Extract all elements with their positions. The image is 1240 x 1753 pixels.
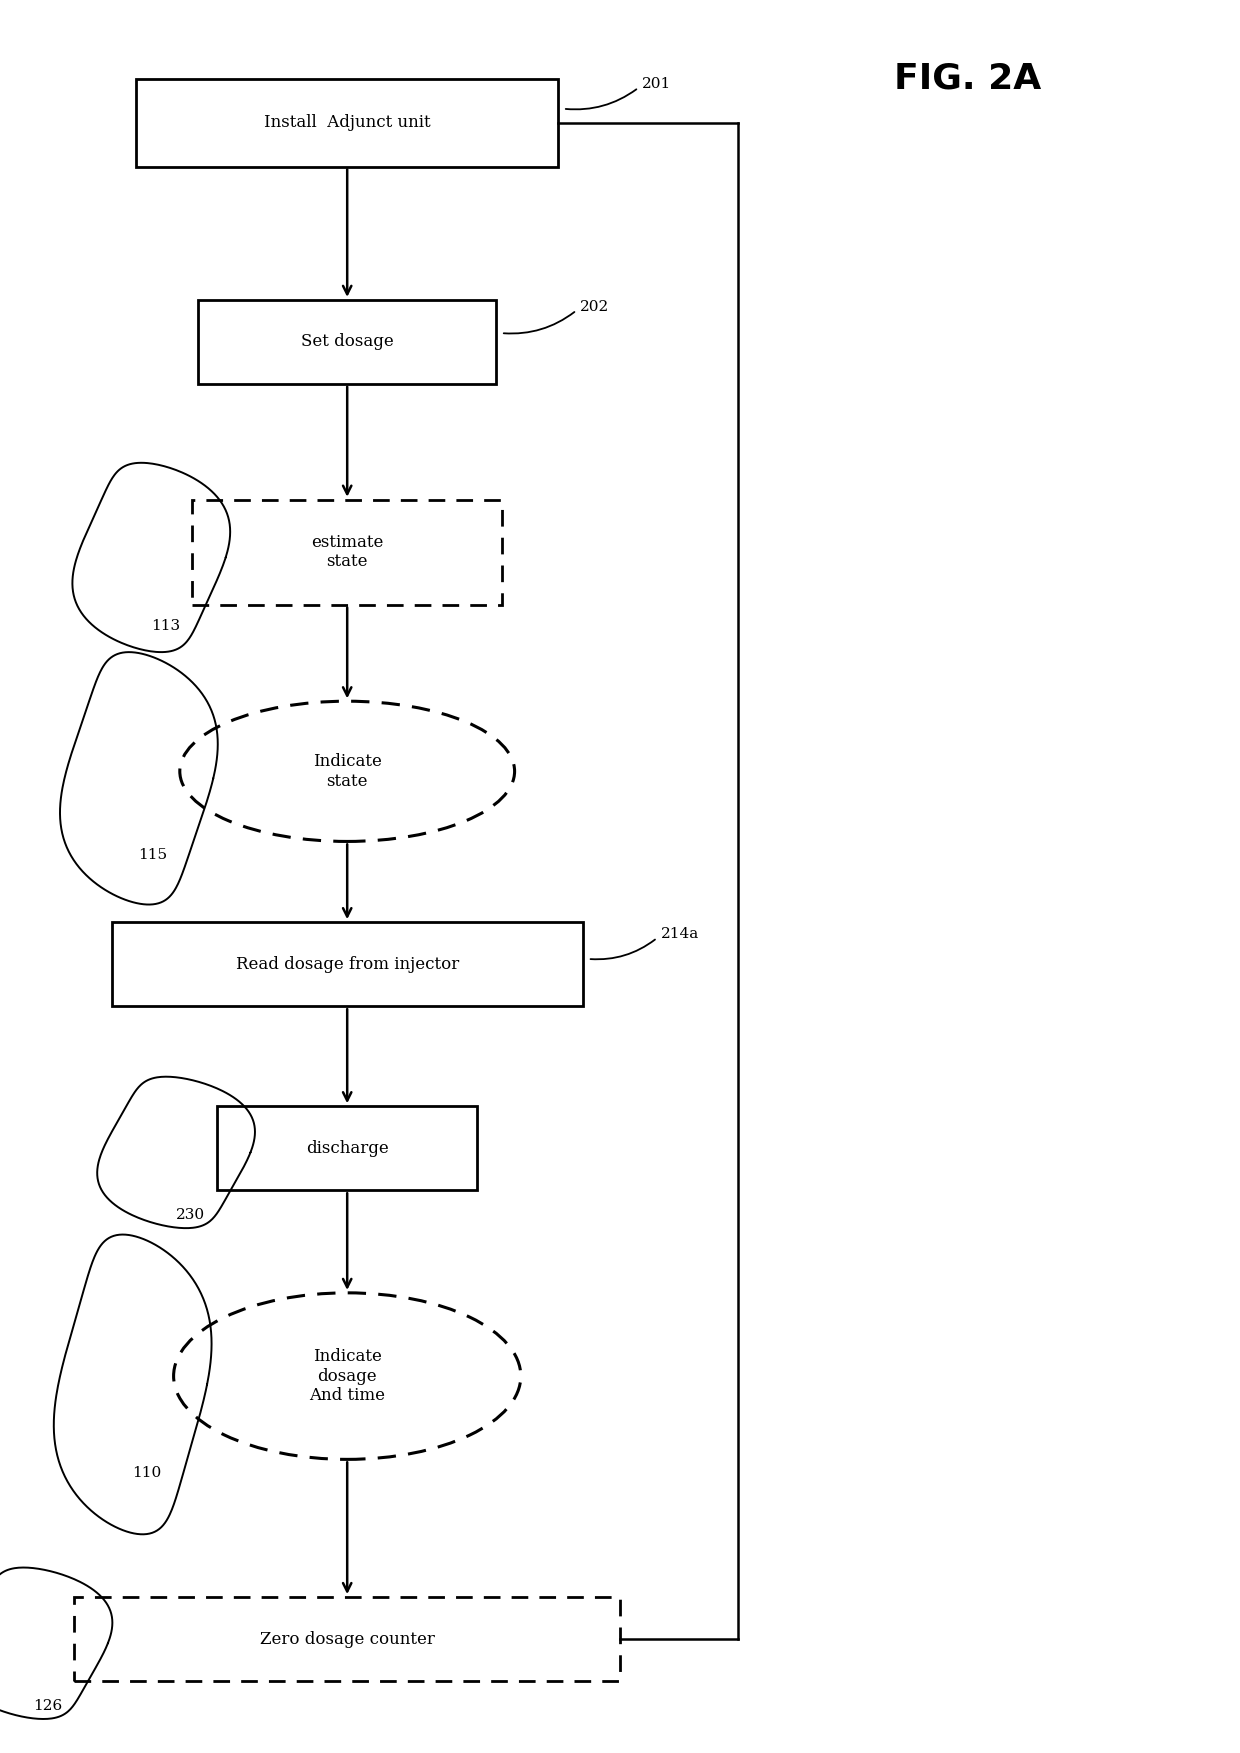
Text: FIG. 2A: FIG. 2A	[894, 61, 1040, 96]
FancyBboxPatch shape	[198, 300, 496, 384]
Text: discharge: discharge	[306, 1139, 388, 1157]
FancyBboxPatch shape	[217, 1106, 477, 1190]
Text: estimate
state: estimate state	[311, 535, 383, 570]
FancyBboxPatch shape	[74, 1597, 620, 1681]
Text: 126: 126	[32, 1699, 62, 1713]
Text: Indicate
dosage
And time: Indicate dosage And time	[309, 1348, 386, 1404]
Text: Read dosage from injector: Read dosage from injector	[236, 955, 459, 973]
Text: Zero dosage counter: Zero dosage counter	[259, 1630, 435, 1648]
Text: 230: 230	[176, 1208, 205, 1222]
Ellipse shape	[180, 701, 515, 841]
Text: Indicate
state: Indicate state	[312, 754, 382, 789]
Text: 113: 113	[151, 619, 180, 633]
FancyBboxPatch shape	[192, 500, 502, 605]
Text: 202: 202	[580, 300, 610, 314]
Text: 214a: 214a	[661, 927, 699, 941]
Text: 201: 201	[642, 77, 672, 91]
Text: 110: 110	[131, 1466, 161, 1480]
FancyBboxPatch shape	[136, 79, 558, 167]
FancyBboxPatch shape	[112, 922, 583, 1006]
Text: 115: 115	[139, 848, 167, 862]
Text: Set dosage: Set dosage	[301, 333, 393, 351]
Text: Install  Adjunct unit: Install Adjunct unit	[264, 114, 430, 131]
Ellipse shape	[174, 1294, 521, 1458]
